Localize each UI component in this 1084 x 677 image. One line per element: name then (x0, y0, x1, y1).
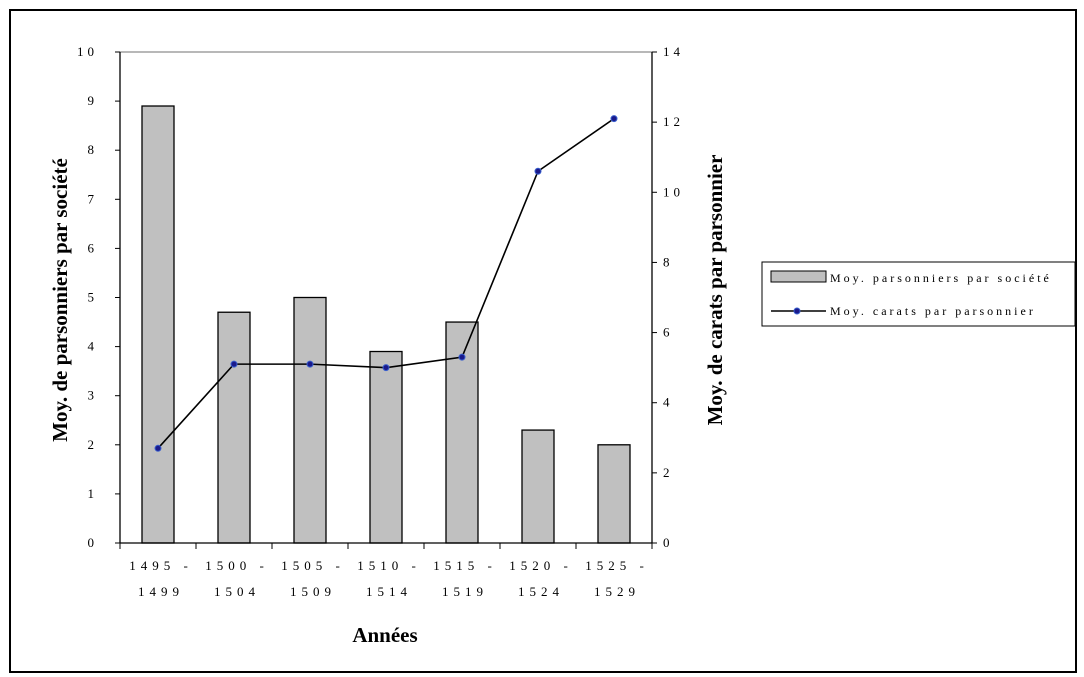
legend-label-bars: Moy. parsonniers par société (830, 271, 1052, 285)
bar (141, 105, 175, 544)
bar-series (141, 105, 631, 544)
y-right-tick-label: 2 (663, 465, 674, 480)
x-tick-label: 1529 (594, 584, 640, 599)
x-tick-label: 1499 (138, 584, 184, 599)
bar (597, 444, 631, 544)
x-tick-label: 1495 - (129, 558, 193, 573)
legend: Moy. parsonniers par société Moy. carats… (761, 261, 1076, 327)
y-right-tick-label: 0 (663, 535, 674, 550)
line-point (382, 364, 390, 372)
line-point (154, 444, 162, 452)
bar (217, 311, 251, 544)
x-tick-label: 1524 (518, 584, 564, 599)
x-tick-label: 1525 - (585, 558, 649, 573)
x-tick-label: 1504 (214, 584, 260, 599)
line-point (458, 353, 466, 361)
x-tick-label: 1520 - (509, 558, 573, 573)
y-right-tick-label: 8 (663, 254, 674, 269)
y-right-tick-label: 4 (663, 395, 674, 410)
line-point (534, 167, 542, 175)
y-axis-right-title: Moy. de carats par parsonnier (703, 155, 727, 426)
line-point (610, 115, 618, 123)
y-right-tick-label: 10 (663, 184, 684, 199)
y-right-tick-label: 12 (663, 114, 684, 129)
bar (369, 350, 403, 544)
x-axis-title: Années (352, 623, 417, 647)
y-left-tick-label: 6 (88, 240, 99, 255)
y-right-tick-label: 6 (663, 325, 674, 340)
y-left-tick-label: 2 (88, 437, 99, 452)
y-left-tick-label: 0 (88, 535, 99, 550)
x-tick-label: 1510 - (357, 558, 421, 573)
chart-frame (9, 9, 1077, 673)
y-left-tick-label: 9 (88, 93, 99, 108)
y-left-tick-label: 4 (88, 339, 99, 354)
y-left-tick-label: 3 (88, 388, 99, 403)
y-right-tick-label: 14 (663, 44, 684, 59)
y-left-tick-label: 1 (88, 486, 99, 501)
x-tick-label: 1500 - (205, 558, 269, 573)
line-series (154, 115, 618, 452)
y-left-tick-label: 7 (88, 191, 99, 206)
y-left-tick-label: 5 (88, 290, 99, 305)
bar (293, 296, 327, 544)
x-tick-label: 1515 - (433, 558, 497, 573)
x-tick-label: 1519 (442, 584, 488, 599)
y-left-tick-label: 10 (77, 44, 98, 59)
legend-bar-swatch (770, 270, 827, 283)
bar (521, 429, 555, 544)
legend-label-line: Moy. carats par parsonnier (830, 304, 1036, 318)
line-point (306, 360, 314, 368)
x-tick-label: 1509 (290, 584, 336, 599)
x-tick-label: 1505 - (281, 558, 345, 573)
x-tick-label: 1514 (366, 584, 412, 599)
legend-line-marker (793, 307, 801, 315)
y-left-tick-label: 8 (88, 142, 99, 157)
line-point (230, 360, 238, 368)
y-axis-left-title: Moy. de parsonniers par société (48, 158, 72, 442)
